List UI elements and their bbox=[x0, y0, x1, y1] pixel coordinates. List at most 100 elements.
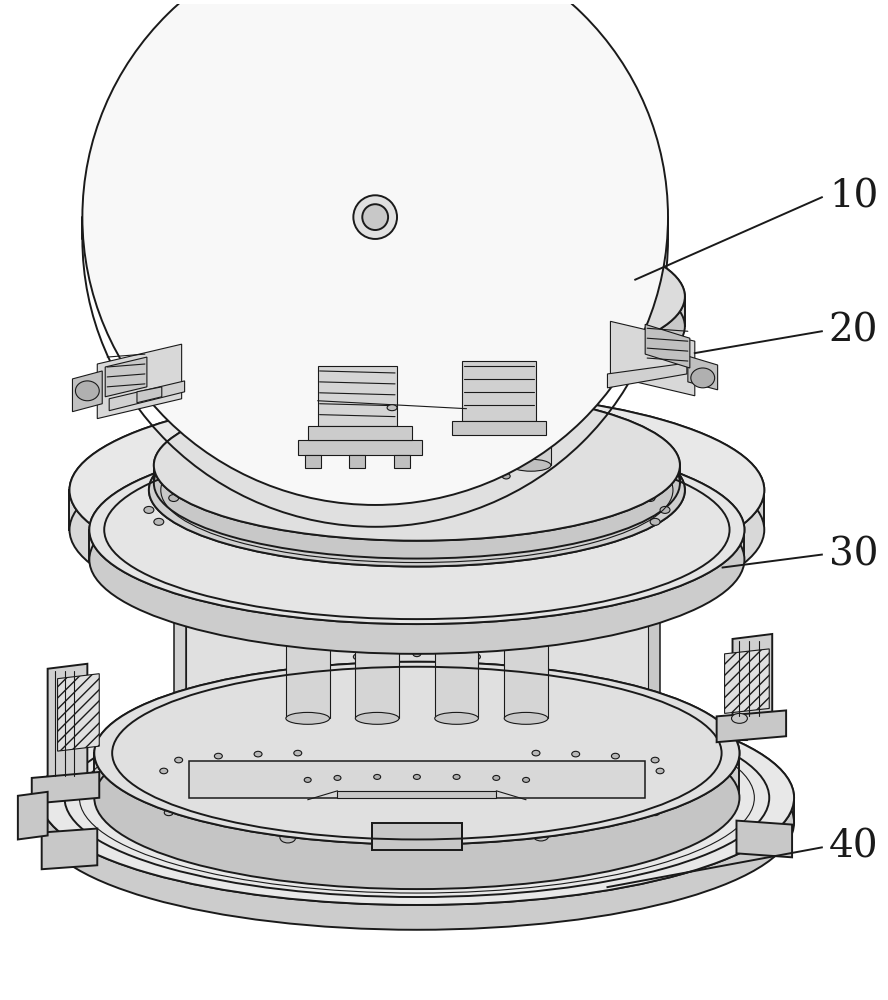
Ellipse shape bbox=[453, 774, 460, 779]
Ellipse shape bbox=[234, 487, 243, 494]
Ellipse shape bbox=[323, 473, 331, 479]
Ellipse shape bbox=[353, 654, 361, 660]
Ellipse shape bbox=[355, 712, 399, 724]
Ellipse shape bbox=[532, 750, 540, 756]
Ellipse shape bbox=[651, 757, 659, 763]
Ellipse shape bbox=[437, 385, 477, 397]
Ellipse shape bbox=[276, 459, 315, 471]
Ellipse shape bbox=[571, 534, 581, 541]
Ellipse shape bbox=[164, 810, 173, 816]
Polygon shape bbox=[511, 391, 551, 465]
Ellipse shape bbox=[154, 390, 680, 541]
Polygon shape bbox=[94, 753, 740, 798]
Ellipse shape bbox=[472, 654, 480, 660]
Ellipse shape bbox=[362, 204, 388, 230]
Polygon shape bbox=[355, 535, 399, 718]
Ellipse shape bbox=[612, 753, 619, 759]
Ellipse shape bbox=[283, 796, 292, 802]
Ellipse shape bbox=[75, 381, 99, 401]
Ellipse shape bbox=[199, 490, 209, 497]
Ellipse shape bbox=[732, 713, 748, 723]
Ellipse shape bbox=[504, 529, 548, 541]
Ellipse shape bbox=[174, 465, 660, 604]
Ellipse shape bbox=[149, 219, 685, 374]
Text: 40: 40 bbox=[829, 829, 878, 866]
Ellipse shape bbox=[248, 534, 258, 541]
Polygon shape bbox=[58, 674, 99, 751]
Ellipse shape bbox=[504, 712, 548, 724]
Polygon shape bbox=[349, 455, 365, 468]
Ellipse shape bbox=[621, 490, 630, 497]
Polygon shape bbox=[154, 465, 680, 483]
Ellipse shape bbox=[334, 775, 341, 780]
Polygon shape bbox=[188, 761, 646, 798]
Ellipse shape bbox=[280, 832, 296, 843]
Polygon shape bbox=[276, 391, 315, 465]
Polygon shape bbox=[394, 455, 410, 468]
Ellipse shape bbox=[337, 459, 377, 471]
Polygon shape bbox=[73, 371, 102, 412]
Ellipse shape bbox=[482, 795, 491, 801]
Ellipse shape bbox=[413, 621, 421, 627]
Ellipse shape bbox=[160, 768, 168, 774]
Ellipse shape bbox=[305, 777, 311, 782]
Ellipse shape bbox=[149, 414, 685, 567]
Polygon shape bbox=[732, 718, 748, 740]
Polygon shape bbox=[90, 530, 744, 560]
Ellipse shape bbox=[94, 706, 740, 889]
Ellipse shape bbox=[69, 391, 765, 589]
Ellipse shape bbox=[355, 529, 399, 541]
Polygon shape bbox=[149, 297, 685, 326]
Polygon shape bbox=[308, 426, 412, 440]
Polygon shape bbox=[717, 710, 786, 742]
Polygon shape bbox=[610, 321, 694, 396]
Ellipse shape bbox=[348, 589, 356, 594]
Ellipse shape bbox=[154, 518, 163, 525]
Ellipse shape bbox=[523, 777, 529, 782]
Ellipse shape bbox=[437, 459, 477, 471]
Ellipse shape bbox=[154, 408, 680, 559]
Ellipse shape bbox=[174, 679, 660, 818]
Ellipse shape bbox=[481, 529, 491, 536]
Polygon shape bbox=[437, 391, 477, 465]
Text: 20: 20 bbox=[829, 313, 878, 350]
Polygon shape bbox=[48, 664, 87, 783]
Ellipse shape bbox=[90, 465, 744, 654]
Ellipse shape bbox=[453, 467, 461, 473]
Ellipse shape bbox=[412, 528, 422, 535]
Polygon shape bbox=[105, 357, 147, 397]
Polygon shape bbox=[318, 366, 397, 426]
Ellipse shape bbox=[344, 469, 352, 475]
Ellipse shape bbox=[149, 249, 685, 404]
Polygon shape bbox=[305, 455, 321, 468]
Polygon shape bbox=[435, 535, 479, 718]
Ellipse shape bbox=[413, 651, 421, 657]
Polygon shape bbox=[725, 649, 769, 713]
Ellipse shape bbox=[656, 768, 664, 774]
Polygon shape bbox=[688, 356, 718, 390]
Ellipse shape bbox=[482, 469, 490, 475]
Ellipse shape bbox=[527, 661, 535, 667]
Ellipse shape bbox=[572, 751, 580, 757]
Ellipse shape bbox=[691, 368, 715, 388]
Ellipse shape bbox=[353, 195, 397, 239]
Polygon shape bbox=[137, 387, 162, 403]
Ellipse shape bbox=[373, 467, 381, 473]
Ellipse shape bbox=[511, 459, 551, 471]
Ellipse shape bbox=[478, 589, 486, 594]
Polygon shape bbox=[452, 421, 546, 435]
Ellipse shape bbox=[144, 506, 154, 513]
Polygon shape bbox=[98, 344, 182, 419]
Polygon shape bbox=[186, 535, 648, 748]
Polygon shape bbox=[42, 829, 98, 869]
Ellipse shape bbox=[323, 624, 331, 630]
Ellipse shape bbox=[184, 544, 194, 551]
Ellipse shape bbox=[169, 495, 178, 501]
Polygon shape bbox=[607, 363, 686, 388]
Ellipse shape bbox=[650, 518, 660, 525]
Ellipse shape bbox=[646, 558, 655, 565]
Ellipse shape bbox=[630, 803, 639, 809]
Ellipse shape bbox=[276, 385, 315, 397]
Ellipse shape bbox=[273, 485, 283, 492]
Ellipse shape bbox=[94, 662, 740, 844]
